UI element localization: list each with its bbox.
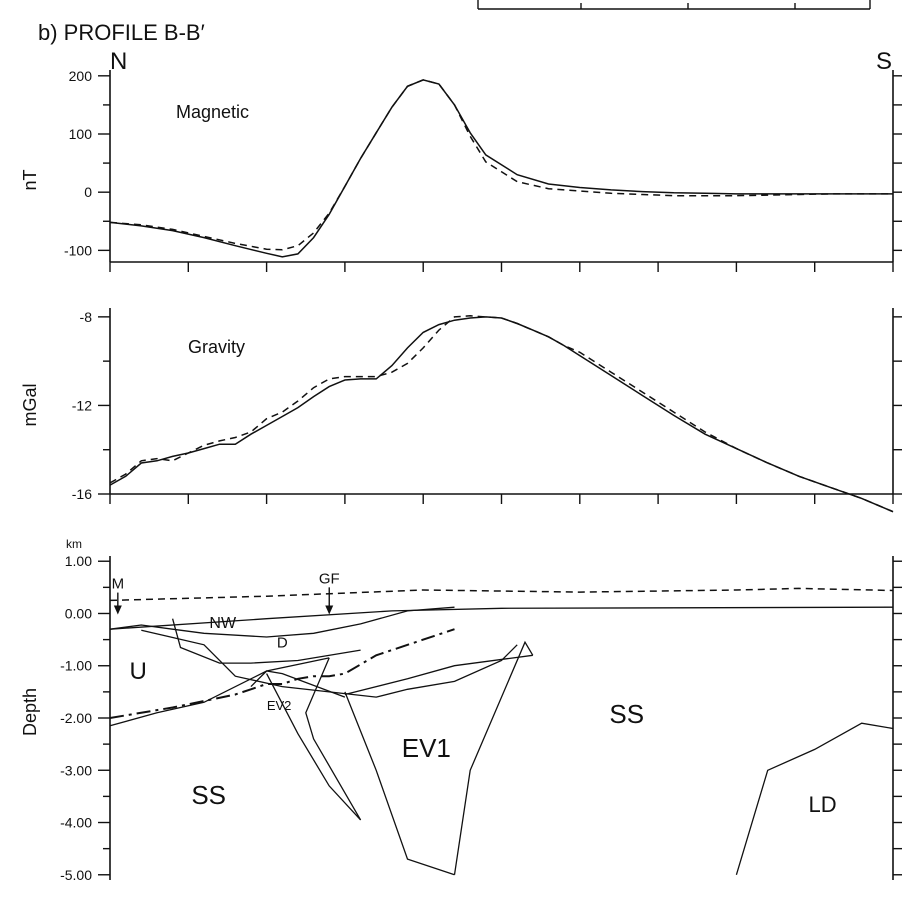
magnetic-y-tick-label: 0	[84, 184, 92, 200]
magnetic-y-tick-label: -100	[64, 242, 92, 258]
body-boundary	[735, 722, 894, 875]
gravity-model-line	[109, 315, 894, 513]
body-boundary	[250, 670, 346, 698]
south-label: S	[876, 48, 892, 75]
body-label: EV2	[267, 698, 292, 713]
north-label: N	[110, 48, 127, 75]
gravity-observed-line	[109, 316, 894, 513]
depth-y-tick-label: -4.00	[60, 815, 92, 831]
marker-arrow-head	[113, 605, 122, 615]
body-label: LD	[808, 792, 836, 817]
magnetic-y-tick-label: 100	[69, 126, 93, 142]
magnetic-y-tick-label: 200	[69, 68, 93, 84]
body-boundary	[109, 657, 330, 727]
gravity-panel: mGal Gravity -8 -12 -16	[20, 308, 902, 513]
body-label: SS	[191, 780, 226, 810]
marker-label: GF	[319, 570, 340, 587]
depth-ylabel: Depth	[20, 688, 40, 736]
body-boundary	[266, 673, 362, 821]
depth-panel: km Depth 1.00 0.00 -1.00 -2.00 -3.00 -4.00 -5.…	[20, 537, 902, 883]
depth-unit-label: km	[66, 537, 82, 551]
depth-y-tick-label: 0.00	[65, 605, 92, 621]
gravity-ylabel: mGal	[20, 383, 40, 426]
body-boundary	[109, 606, 455, 638]
body-boundary	[344, 654, 533, 696]
depth-y-tick-label: -5.00	[60, 867, 92, 883]
magnetic-observed-line	[109, 79, 893, 258]
depth-y-tick-label: 1.00	[65, 553, 92, 569]
magnetic-panel-label: Magnetic	[176, 102, 249, 122]
marker-arrow-head	[325, 605, 334, 615]
gravity-panel-label: Gravity	[188, 337, 245, 357]
body-boundary	[141, 629, 518, 698]
scale-bar	[477, 0, 871, 10]
body-boundary	[344, 691, 455, 876]
body-label: EV1	[402, 733, 451, 763]
depth-y-tick-label: -3.00	[60, 762, 92, 778]
gravity-y-tick-label: -8	[80, 309, 93, 325]
body-label: D	[277, 634, 288, 651]
body-label: SS	[609, 699, 644, 729]
magnetic-model-line	[109, 79, 893, 251]
depth-dashdot-line	[109, 628, 455, 719]
marker-label: M	[112, 576, 125, 593]
depth-y-tick-label: -2.00	[60, 710, 92, 726]
depth-dashed-surface	[109, 587, 894, 602]
magnetic-panel: nT Magnetic 200 100 0 -100	[20, 68, 902, 272]
figure-title: b) PROFILE B-B′	[38, 20, 205, 45]
gravity-y-tick-label: -16	[72, 486, 92, 502]
depth-y-tick-label: -1.00	[60, 658, 92, 674]
magnetic-ylabel: nT	[20, 169, 40, 190]
gravity-y-tick-label: -12	[72, 397, 92, 413]
body-label: NW	[209, 615, 237, 632]
body-boundary	[109, 606, 894, 630]
body-boundary	[171, 618, 361, 664]
body-boundary	[453, 640, 534, 875]
body-label: U	[130, 658, 147, 685]
body-boundary	[305, 657, 362, 821]
